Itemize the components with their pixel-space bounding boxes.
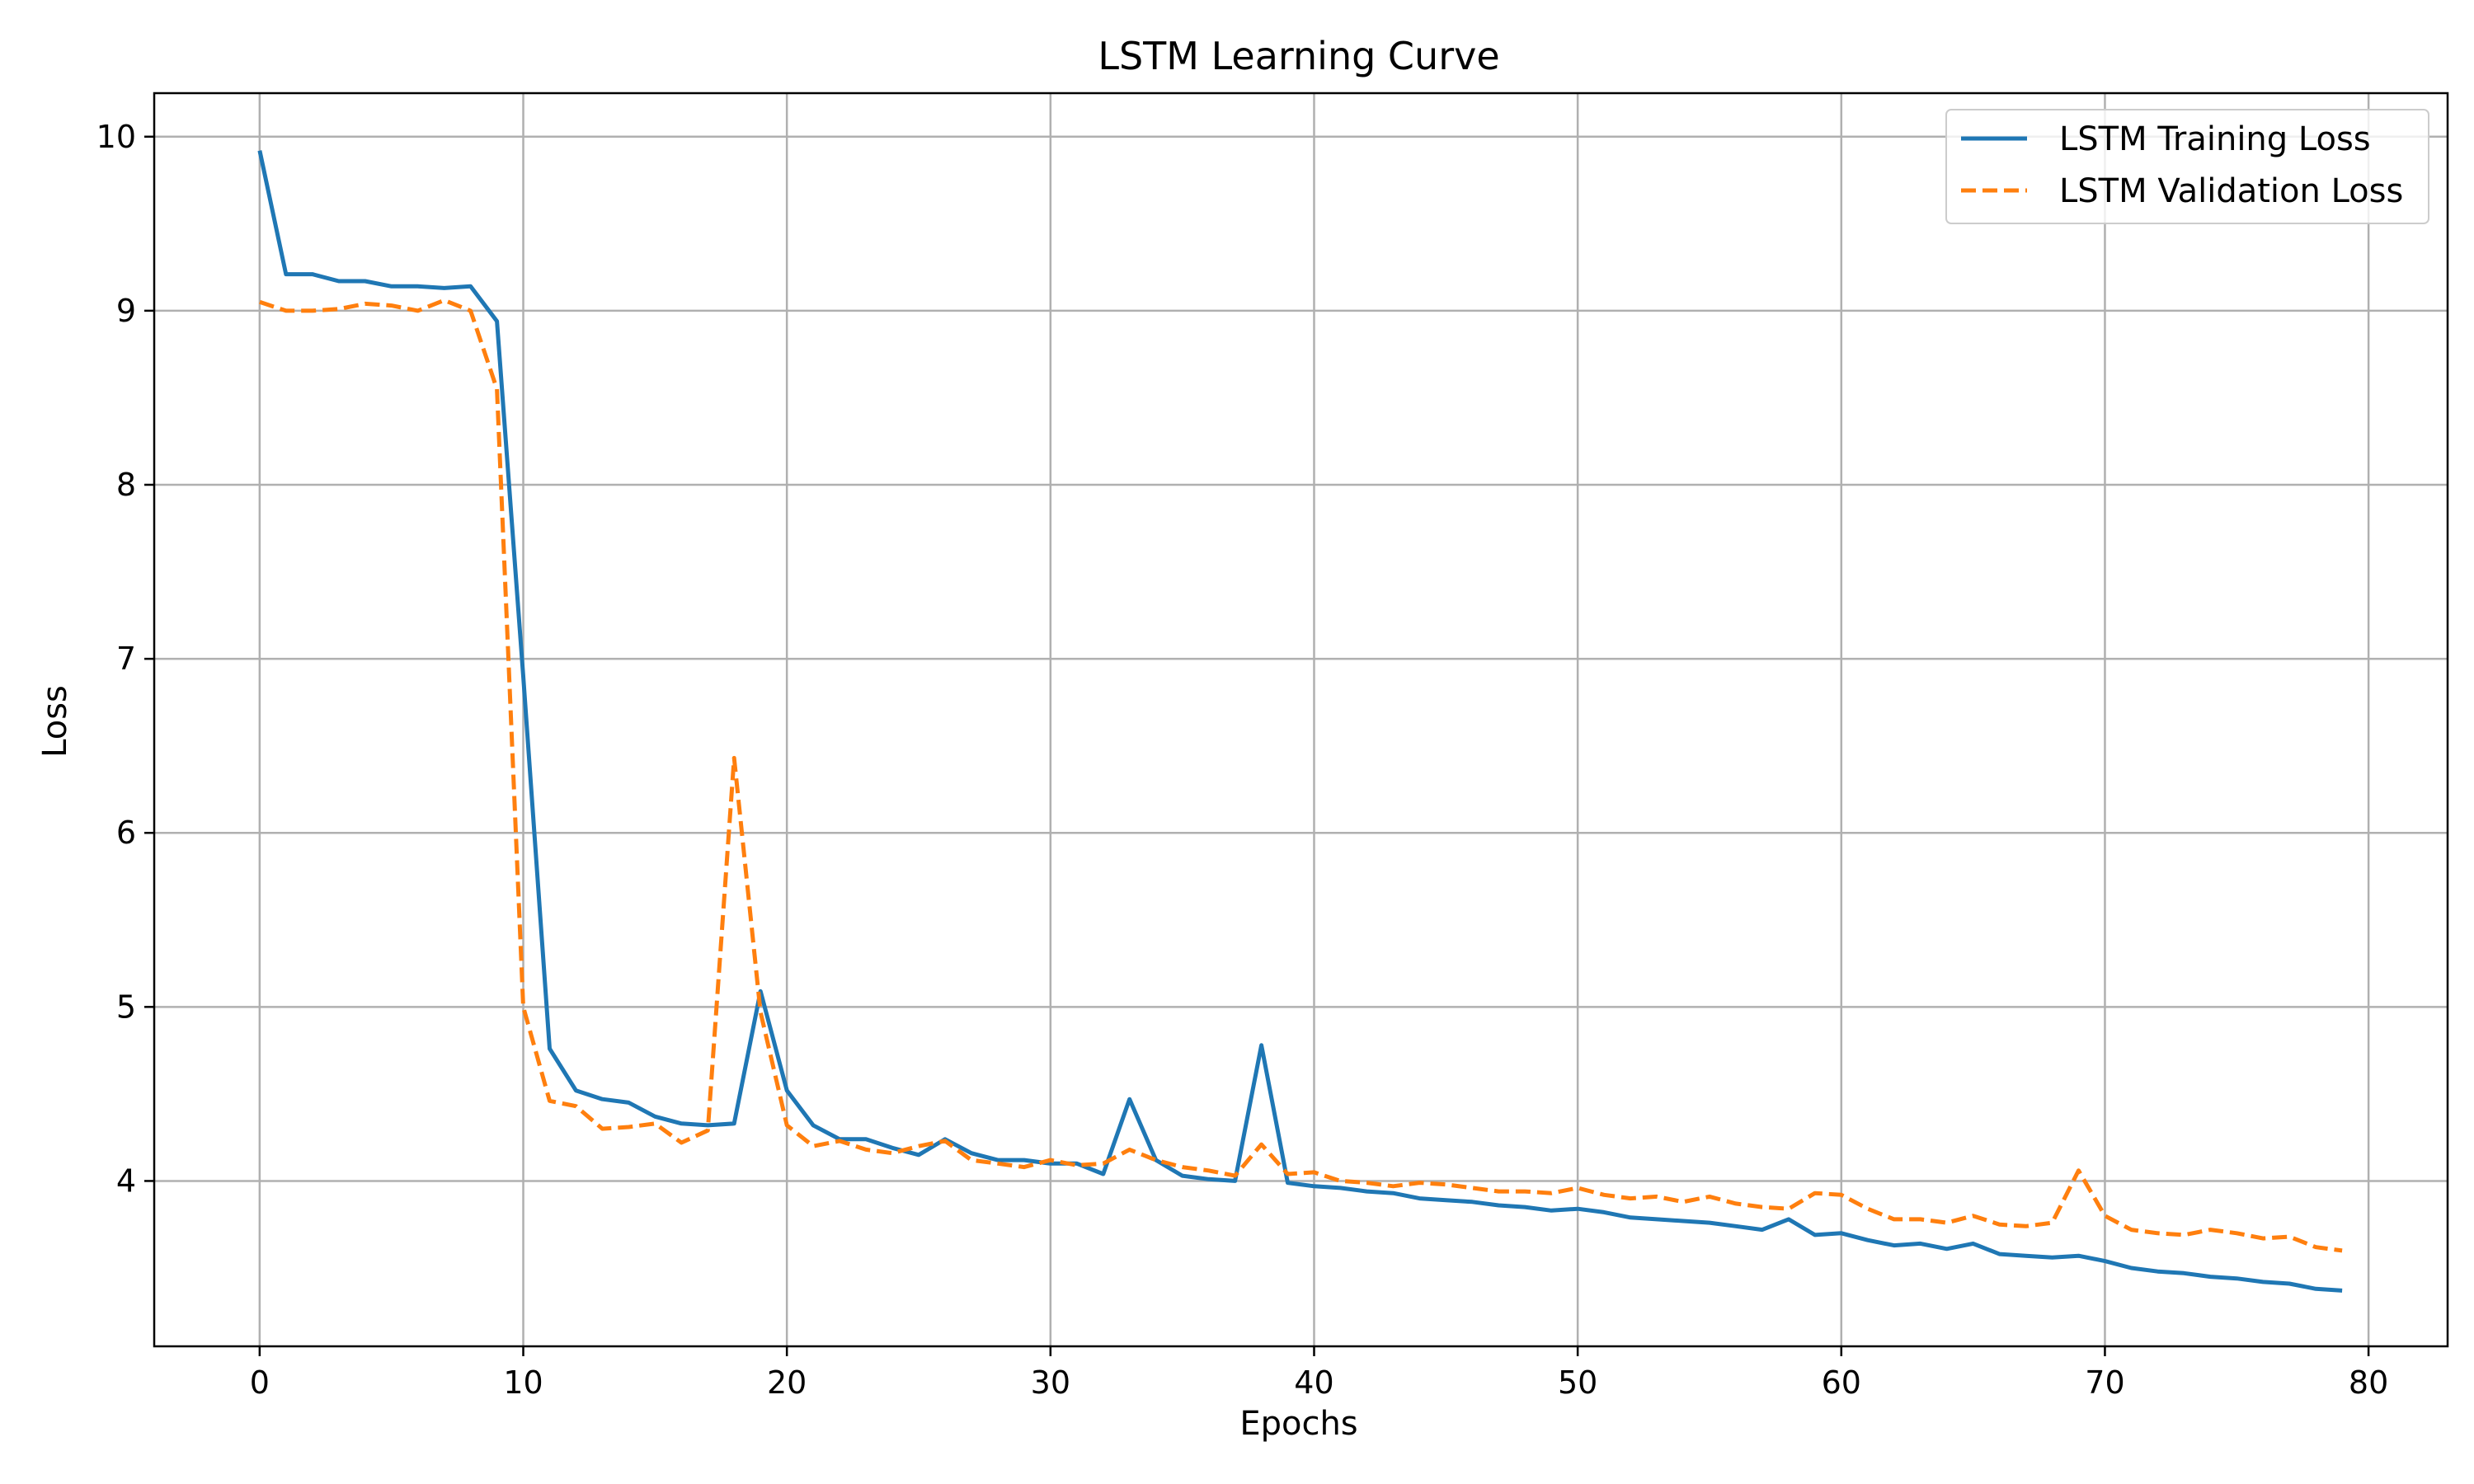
legend-box (1945, 109, 2429, 224)
y-tick-label: 6 (116, 815, 136, 851)
y-axis-label: Loss (36, 685, 74, 758)
chart-title: LSTM Learning Curve (1098, 34, 1499, 78)
validation-loss-line (259, 298, 2343, 1253)
y-tick-label: 9 (116, 293, 136, 329)
x-tick-label: 80 (2349, 1364, 2388, 1401)
legend-label-validation: LSTM Validation Loss (2059, 172, 2403, 210)
plot-area-frame (153, 92, 2449, 1348)
x-axis-label: Epochs (1239, 1405, 1357, 1443)
x-tick-label: 40 (1294, 1364, 1333, 1401)
y-tick-label: 8 (116, 467, 136, 503)
axis-ticks: 0 10 20 30 40 50 60 70 80 4 5 6 7 8 9 10 (96, 119, 2389, 1401)
x-tick-label: 50 (1558, 1364, 1597, 1401)
y-tick-label: 10 (96, 119, 136, 155)
x-tick-label: 30 (1031, 1364, 1070, 1401)
x-tick-label: 0 (250, 1364, 270, 1401)
legend-label-training: LSTM Training Loss (2059, 120, 2371, 158)
grid-lines (154, 93, 2448, 1346)
y-tick-label: 5 (116, 989, 136, 1025)
legend: LSTM Training Loss LSTM Validation Loss (1945, 109, 2429, 224)
x-tick-label: 20 (767, 1364, 807, 1401)
x-tick-label: 60 (1822, 1364, 1861, 1401)
y-tick-label: 7 (116, 641, 136, 677)
y-tick-label: 4 (116, 1162, 136, 1199)
x-tick-label: 70 (2085, 1364, 2124, 1401)
data-series (257, 150, 2343, 1293)
training-loss-line (257, 150, 2343, 1293)
x-tick-label: 10 (503, 1364, 543, 1401)
